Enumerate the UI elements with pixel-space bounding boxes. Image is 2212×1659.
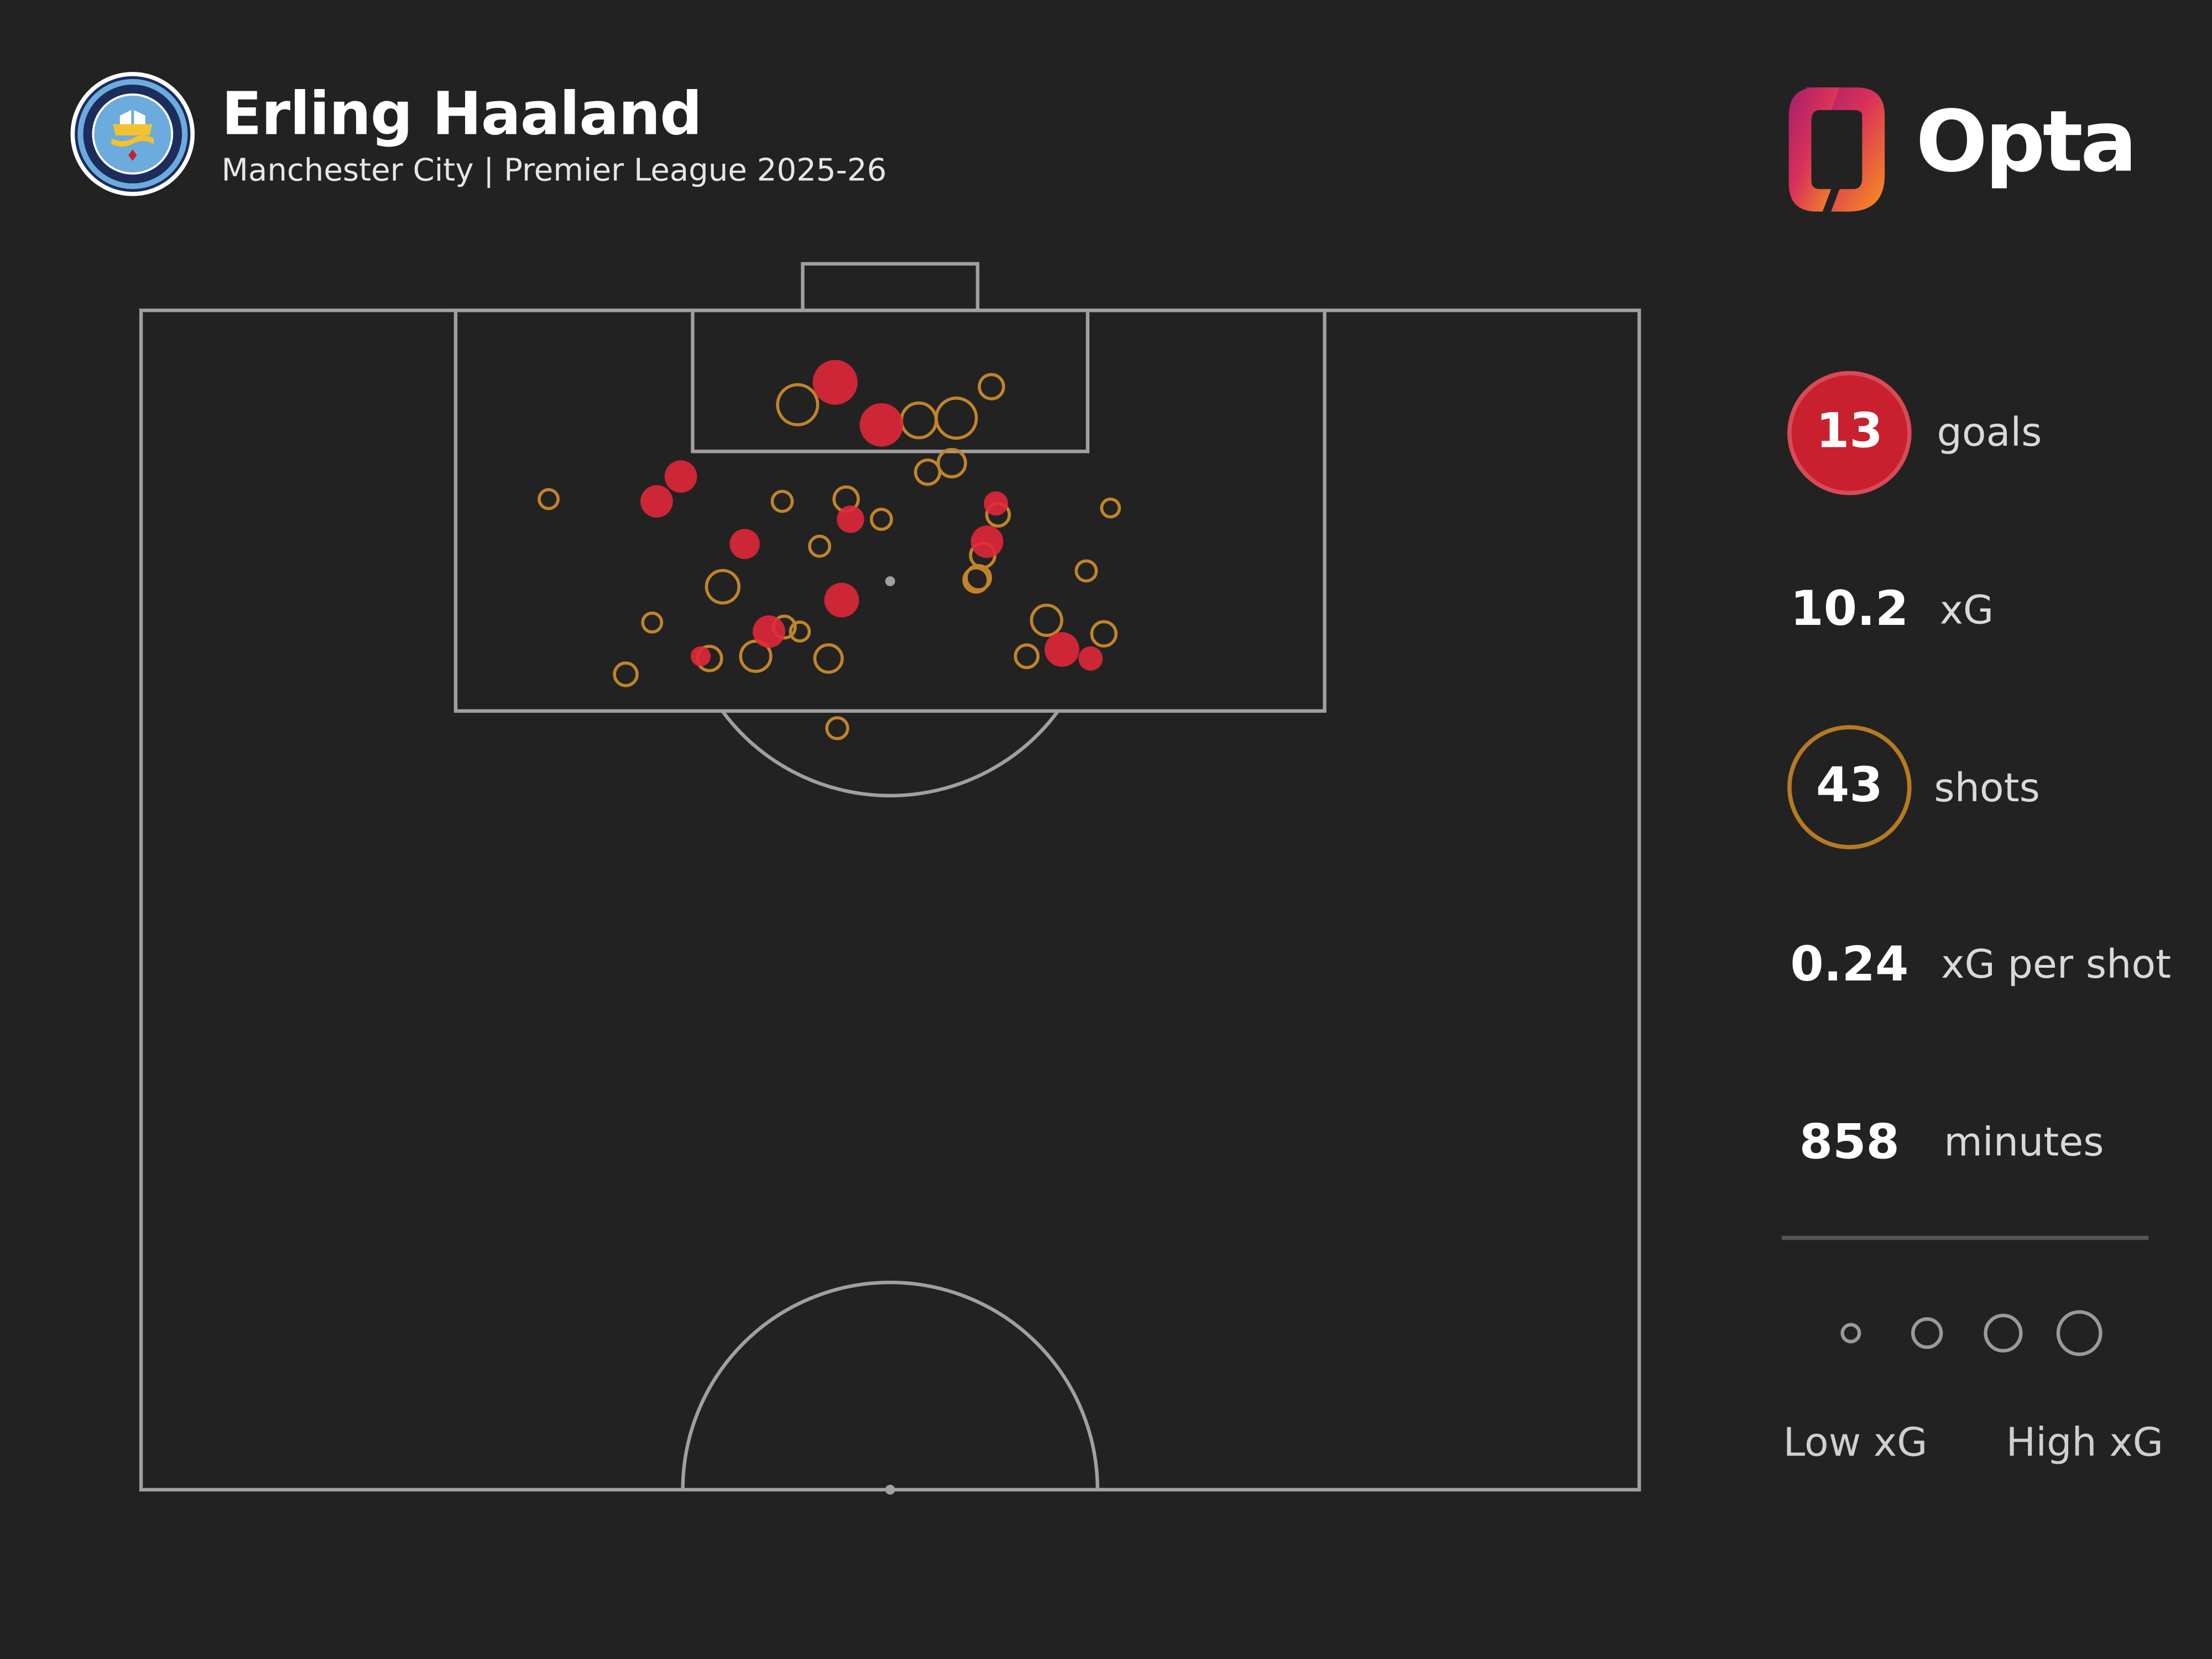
shot-goal-point: [812, 359, 858, 405]
shot-goal-point: [664, 460, 697, 493]
pitch-shot-map: [139, 262, 1641, 1495]
legend-high-label: High xG: [2006, 1419, 2164, 1466]
shot-miss-point: [641, 611, 664, 634]
minutes-label: minutes: [1944, 1118, 2104, 1166]
shot-miss-point: [770, 489, 794, 513]
shot-miss-point: [935, 397, 978, 440]
shot-miss-point: [613, 661, 639, 687]
shot-miss-point: [914, 458, 942, 486]
shots-badge: [1787, 725, 1912, 849]
player-name: Erling Haaland: [221, 79, 702, 148]
shot-miss-point: [1074, 559, 1098, 583]
shot-miss-point: [789, 620, 811, 643]
shot-goal-point: [971, 525, 1004, 558]
opta-logo-icon: [1788, 87, 1885, 212]
shots-value: 43: [1815, 757, 1883, 814]
penalty-spot: [885, 576, 895, 586]
shots-layer: [538, 359, 1121, 740]
shot-miss-point: [1014, 643, 1040, 669]
goals-label: goals: [1937, 409, 2042, 456]
shot-goal-point: [753, 615, 785, 648]
legend-circle-1: [1840, 1323, 1861, 1344]
legend-circle-4: [2056, 1310, 2103, 1357]
pitch-lines: [139, 262, 1641, 1492]
player-subtitle: Manchester City | Premier League 2025-26: [221, 154, 887, 189]
xg-value: 10.2: [1790, 581, 1909, 638]
shot-miss-point: [538, 488, 560, 510]
xg-per-shot-label: xG per shot: [1941, 941, 2172, 988]
shot-miss-point: [964, 564, 992, 592]
manchester-city-crest-icon: [70, 72, 195, 196]
center-spot: [885, 1484, 895, 1495]
shot-goal-point: [984, 491, 1008, 516]
shot-goal-point: [1078, 646, 1103, 671]
xg-label: xG: [1939, 587, 1994, 634]
xg-per-shot-value: 0.24: [1790, 936, 1909, 993]
minutes-value: 858: [1799, 1114, 1900, 1171]
shot-miss-point: [825, 716, 849, 740]
shot-goal-point: [640, 485, 673, 518]
xg-size-legend: [1840, 1310, 2103, 1357]
legend-low-label: Low xG: [1783, 1419, 1928, 1466]
shot-goal-point: [729, 529, 760, 559]
shots-label: shots: [1934, 764, 2040, 811]
legend-circle-3: [1984, 1313, 2023, 1353]
shot-goal-point: [1045, 632, 1079, 667]
shot-goal-point: [690, 646, 711, 666]
goals-value: 13: [1815, 403, 1883, 460]
goals-badge: [1787, 371, 1912, 495]
shot-miss-point: [1090, 620, 1118, 648]
shot-miss-point: [739, 639, 773, 673]
shot-miss-point: [900, 401, 938, 440]
shot-miss-point: [936, 447, 967, 479]
shot-goal-point: [824, 582, 859, 618]
shot-miss-point: [962, 566, 990, 594]
shot-miss-point: [808, 534, 832, 558]
shot-goal-point: [859, 403, 904, 447]
shot-goal-point: [837, 505, 864, 533]
shot-miss-point: [813, 643, 844, 674]
divider: [1781, 1235, 2149, 1240]
shot-miss-point: [1030, 603, 1063, 637]
legend-circle-2: [1911, 1317, 1943, 1349]
opta-wordmark: Opta: [1916, 93, 2137, 192]
shot-miss-point: [705, 568, 741, 605]
shot-miss-point: [978, 373, 1005, 400]
shot-miss-point: [776, 383, 820, 426]
shot-miss-point: [869, 508, 893, 531]
shot-miss-point: [1100, 497, 1121, 519]
